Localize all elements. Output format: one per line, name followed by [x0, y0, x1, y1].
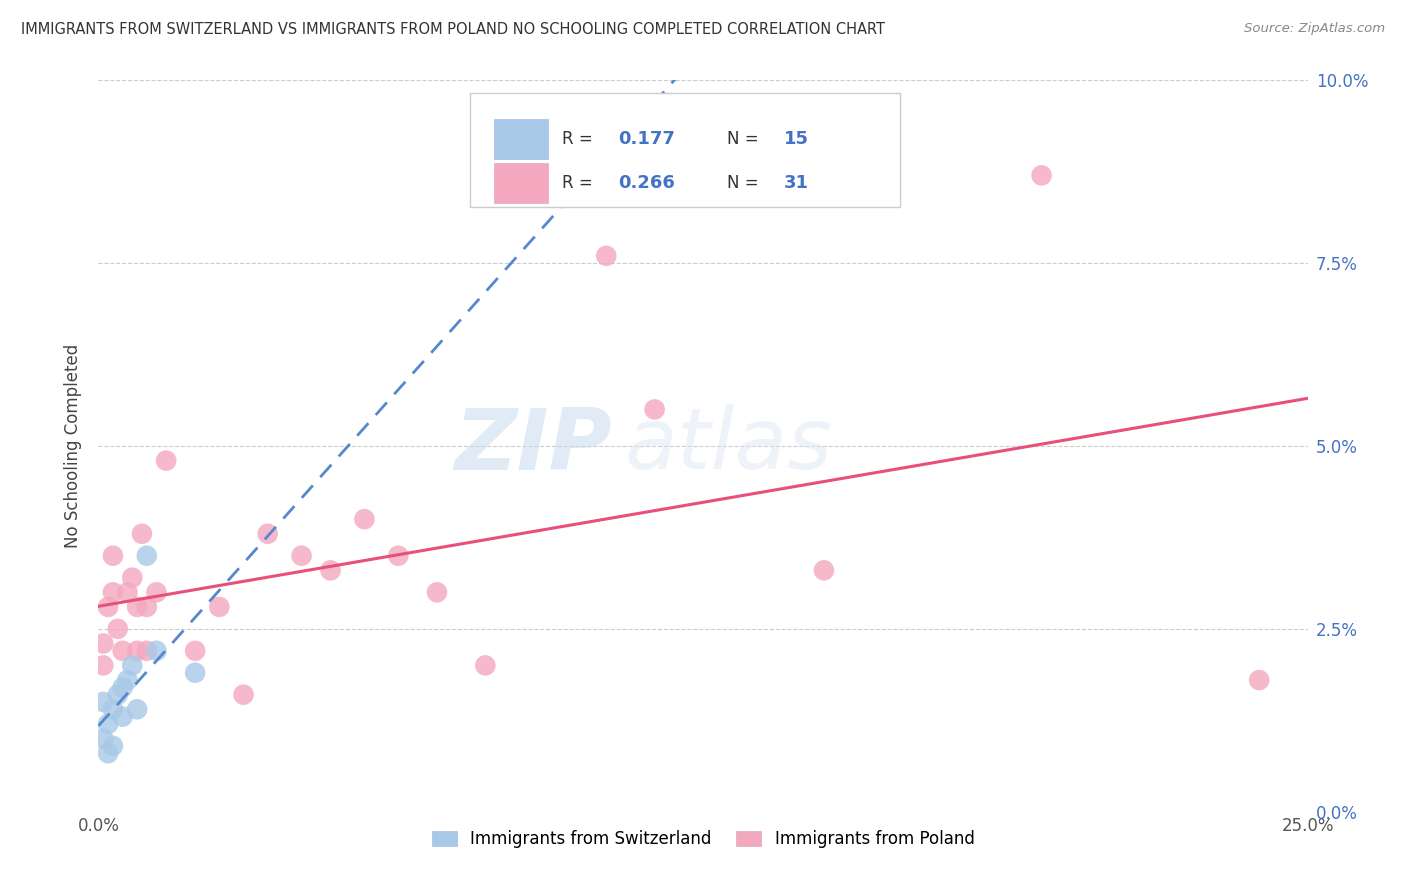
Point — [256, 526, 278, 541]
Point — [184, 665, 207, 680]
Point — [595, 249, 617, 263]
Point — [1031, 169, 1053, 183]
Point — [353, 512, 375, 526]
Point — [131, 526, 153, 541]
Point — [97, 599, 120, 614]
Point — [111, 709, 134, 723]
Point — [135, 644, 157, 658]
Point — [135, 599, 157, 614]
Point — [121, 658, 143, 673]
Point — [97, 717, 120, 731]
Point — [387, 549, 409, 563]
Point — [91, 658, 114, 673]
Point — [813, 563, 835, 577]
FancyBboxPatch shape — [494, 119, 548, 159]
Point — [208, 599, 231, 614]
Text: 31: 31 — [785, 174, 808, 192]
Point — [1249, 673, 1271, 687]
Point — [91, 731, 114, 746]
Point — [644, 402, 666, 417]
Point — [145, 585, 167, 599]
Point — [135, 549, 157, 563]
Point — [155, 453, 177, 467]
Legend: Immigrants from Switzerland, Immigrants from Poland: Immigrants from Switzerland, Immigrants … — [425, 823, 981, 855]
Point — [107, 688, 129, 702]
Point — [127, 644, 149, 658]
Text: Source: ZipAtlas.com: Source: ZipAtlas.com — [1244, 22, 1385, 36]
Point — [91, 636, 114, 650]
Point — [319, 563, 342, 577]
Point — [426, 585, 449, 599]
Point — [474, 658, 496, 673]
Point — [184, 644, 207, 658]
Point — [127, 599, 149, 614]
Text: 0.266: 0.266 — [619, 174, 675, 192]
Point — [97, 746, 120, 760]
FancyBboxPatch shape — [494, 162, 548, 202]
Text: atlas: atlas — [624, 404, 832, 488]
Text: R =: R = — [561, 130, 592, 148]
Point — [111, 681, 134, 695]
Point — [121, 571, 143, 585]
Text: ZIP: ZIP — [454, 404, 613, 488]
Point — [127, 702, 149, 716]
Text: N =: N = — [727, 174, 759, 192]
Text: N =: N = — [727, 130, 759, 148]
Point — [101, 549, 124, 563]
Point — [101, 585, 124, 599]
Point — [290, 549, 312, 563]
Y-axis label: No Schooling Completed: No Schooling Completed — [65, 344, 83, 548]
Point — [232, 688, 254, 702]
Text: R =: R = — [561, 174, 592, 192]
Point — [91, 695, 114, 709]
Point — [101, 739, 124, 753]
Point — [101, 702, 124, 716]
Point — [107, 622, 129, 636]
Point — [145, 644, 167, 658]
Text: 15: 15 — [785, 130, 808, 148]
FancyBboxPatch shape — [470, 93, 900, 207]
Text: 0.177: 0.177 — [619, 130, 675, 148]
Point — [111, 644, 134, 658]
Point — [117, 585, 139, 599]
Text: IMMIGRANTS FROM SWITZERLAND VS IMMIGRANTS FROM POLAND NO SCHOOLING COMPLETED COR: IMMIGRANTS FROM SWITZERLAND VS IMMIGRANT… — [21, 22, 886, 37]
Point — [117, 673, 139, 687]
